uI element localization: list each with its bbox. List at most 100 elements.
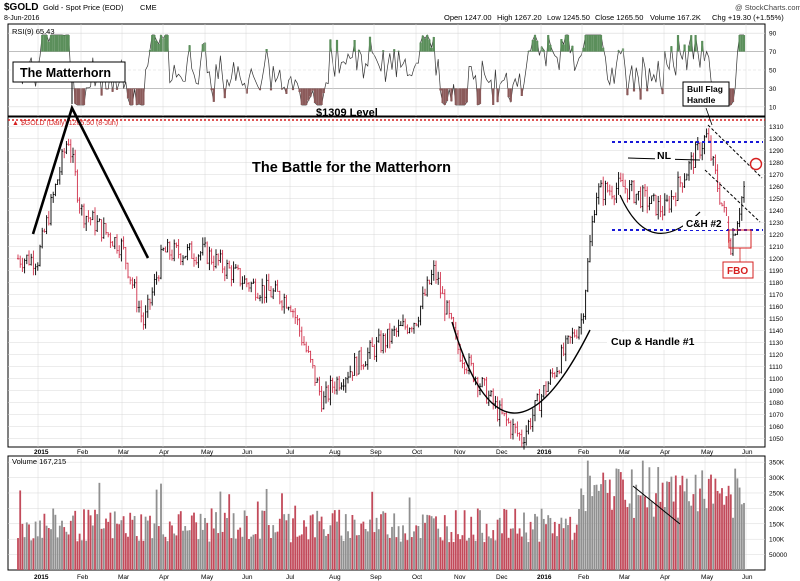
volume-bar <box>204 518 206 570</box>
volume-bar <box>289 542 292 570</box>
volume-bar <box>276 531 279 570</box>
volume-bar <box>67 534 70 570</box>
volume-bar <box>232 513 235 570</box>
volume-bar <box>113 511 116 570</box>
x-tick-label: Apr <box>660 574 671 581</box>
volume-bar <box>296 536 299 570</box>
volume-bar <box>677 517 679 570</box>
x-tick-label: Mar <box>619 574 631 581</box>
volume-bar <box>388 537 391 570</box>
volume-bar <box>124 533 127 570</box>
volume-bar <box>402 525 404 570</box>
volume-bar <box>65 531 68 570</box>
volume-bar <box>105 518 107 570</box>
volume-bar <box>133 515 136 570</box>
volume-bar <box>459 539 462 570</box>
volume-bar <box>377 529 380 570</box>
matterhorn-label: The Matterhorn <box>20 66 111 80</box>
volume-bar <box>259 538 261 570</box>
volume-bar <box>734 468 737 570</box>
x-tick-label: Sep <box>370 449 382 456</box>
volume-bar <box>637 495 640 570</box>
volume-bar <box>344 514 347 570</box>
volume-bar <box>551 533 554 570</box>
volume-bar <box>355 535 358 570</box>
volume-bar <box>498 517 501 570</box>
volume-bar <box>74 510 77 570</box>
volume-bar <box>241 536 244 570</box>
volume-bar <box>219 491 222 570</box>
x-tick-label: Apr <box>159 574 170 581</box>
volume-bar <box>413 531 415 570</box>
volume-bar <box>560 517 563 570</box>
volume-bar <box>373 532 376 570</box>
volume-bar <box>223 512 226 570</box>
volume-bar <box>699 488 701 570</box>
volume-bar <box>395 537 398 570</box>
volume-bar <box>641 460 644 570</box>
x-tick-label: Aug <box>329 574 341 581</box>
volume-bar <box>725 496 728 570</box>
volume-bar <box>457 534 459 570</box>
volume-bar <box>712 503 715 570</box>
volume-tick-label: 350K <box>769 460 785 467</box>
volume-bar <box>490 538 492 570</box>
volume-bar <box>613 496 616 570</box>
volume-bar <box>32 538 35 570</box>
price-overlay-label: ▲ $GOLD (Daily) 1265.50 (8-Jun) <box>12 120 118 127</box>
volume-bar <box>507 537 510 570</box>
volume-bar <box>173 533 176 570</box>
cup-handle-1-box <box>607 332 693 350</box>
volume-bar <box>633 517 635 570</box>
volume-bar <box>375 517 378 570</box>
volume-bar <box>94 509 96 570</box>
volume-bar <box>514 508 517 570</box>
volume-bar <box>153 523 156 570</box>
volume-bar <box>47 528 50 570</box>
price-tick-label: 1290 <box>769 148 784 155</box>
volume-bar <box>503 508 506 570</box>
volume-bar <box>430 516 433 570</box>
volume-bar <box>707 478 710 570</box>
volume-bar <box>419 538 422 570</box>
volume-bar <box>578 509 580 570</box>
volume-bar <box>89 515 92 570</box>
volume-bar <box>536 516 539 570</box>
price-tick-label: 1090 <box>769 388 784 395</box>
volume-bar <box>727 485 730 570</box>
volume-bar <box>234 538 237 570</box>
price-tick-label: 1050 <box>769 436 784 443</box>
volume-bar <box>584 511 587 570</box>
volume-bar <box>63 527 66 570</box>
volume-bar <box>325 535 327 570</box>
rsi-tick-label: 90 <box>769 31 777 38</box>
volume-bar <box>111 538 114 570</box>
volume-trend-line <box>632 485 681 525</box>
price-tick-label: 1310 <box>769 124 784 131</box>
volume-bar <box>166 541 169 570</box>
x-tick-label: Jun <box>742 449 753 456</box>
volume-bar <box>142 540 145 570</box>
volume-bar <box>122 516 125 570</box>
x-tick-label: 2016 <box>537 449 552 456</box>
volume-bar <box>732 517 734 570</box>
volume-bar <box>718 493 721 570</box>
volume-bar <box>250 536 253 570</box>
breakout-circle <box>749 157 763 171</box>
matterhorn-lines <box>31 104 150 259</box>
volume-bar <box>298 535 301 570</box>
volume-bar <box>61 520 63 570</box>
volume-bar <box>589 475 591 570</box>
x-tick-label: May <box>201 449 214 456</box>
x-tick-label: Mar <box>619 449 631 456</box>
volume-bar <box>116 523 118 570</box>
volume-bar <box>393 513 396 570</box>
volume-bar <box>681 475 684 570</box>
volume-bar <box>184 526 187 570</box>
x-tick-label: Feb <box>77 574 89 581</box>
volume-bar <box>408 497 411 570</box>
volume-bar <box>509 528 512 570</box>
x-tick-label: 2015 <box>34 574 49 581</box>
volume-bar <box>292 518 294 570</box>
